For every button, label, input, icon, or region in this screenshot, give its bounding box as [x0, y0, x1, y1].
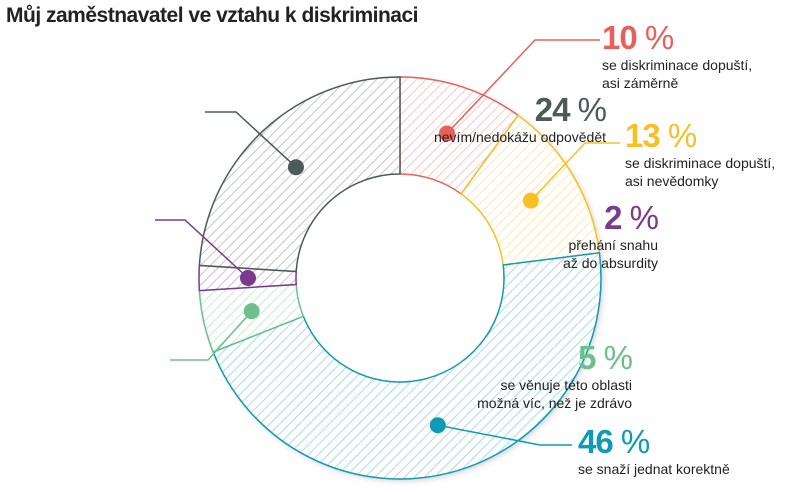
slice-description: se diskriminace dopuští,	[625, 155, 776, 171]
slice-marker-dot	[287, 159, 304, 176]
slice-description: možná víc, než je zdrávo	[477, 395, 632, 411]
percent-value: 10	[602, 19, 638, 56]
slice-description: asi nevědomky	[625, 173, 719, 189]
leader-line	[155, 219, 249, 279]
slice-marker-dot	[243, 303, 260, 320]
slice-description: se věnuje této oblasti	[500, 377, 632, 393]
slice-label: 2 % přehání snahu až do absurdity	[563, 199, 659, 272]
percent-unit: %	[595, 339, 633, 376]
percent-unit: %	[612, 423, 650, 460]
percent-value: 5	[578, 339, 596, 376]
percent-value: 2	[604, 199, 622, 236]
slice-percent: 10 %	[602, 20, 752, 56]
slice-description: se snaží jednat korektně	[578, 461, 730, 477]
slice-label: 24 % nevím/nedokážu odpovědět	[433, 91, 607, 146]
percent-unit: %	[659, 117, 697, 154]
slice-label: 13 % se diskriminace dopuští, asi nevědomk…	[625, 118, 775, 190]
leader-line	[170, 310, 253, 361]
percent-unit: %	[621, 199, 659, 236]
leader-line	[437, 424, 572, 446]
slice-description: nevím/nedokážu odpovědět	[433, 129, 606, 145]
donut-slice	[212, 251, 602, 480]
slice-description: se diskriminace dopuští,	[602, 57, 753, 73]
chart-title: Můj zaměstnavatel ve vztahu k diskrimina…	[6, 4, 419, 27]
slice-marker-dot	[240, 270, 256, 286]
slice-marker-dot	[438, 125, 455, 142]
percent-unit: %	[569, 91, 607, 128]
slice-label: 5 % se věnuje této oblasti možná víc, než …	[477, 339, 633, 412]
leader-line	[530, 142, 620, 202]
slice-label: 10 % se diskriminace dopuští, asi záměrně	[602, 20, 752, 92]
slice-percent: 46 %	[578, 424, 730, 460]
slice-marker-dot	[429, 417, 446, 434]
slice-percent: 13 %	[625, 118, 775, 154]
slice-percent: 2 %	[563, 199, 659, 236]
slice-marker-dot	[522, 192, 539, 209]
percent-value: 46	[578, 423, 614, 460]
percent-value: 24	[534, 91, 571, 128]
slice-percent: 5 %	[477, 339, 633, 376]
leader-line	[446, 39, 600, 134]
slice-description: asi záměrně	[602, 75, 679, 91]
leader-line	[205, 111, 297, 168]
slice-label: 46 % se snaží jednat korektně	[578, 424, 730, 478]
slice-description: až do absurdity	[563, 255, 658, 271]
percent-value: 13	[625, 117, 661, 154]
slice-description: přehání snahu	[568, 237, 658, 253]
slice-percent: 24 %	[434, 91, 607, 128]
percent-unit: %	[636, 19, 674, 56]
